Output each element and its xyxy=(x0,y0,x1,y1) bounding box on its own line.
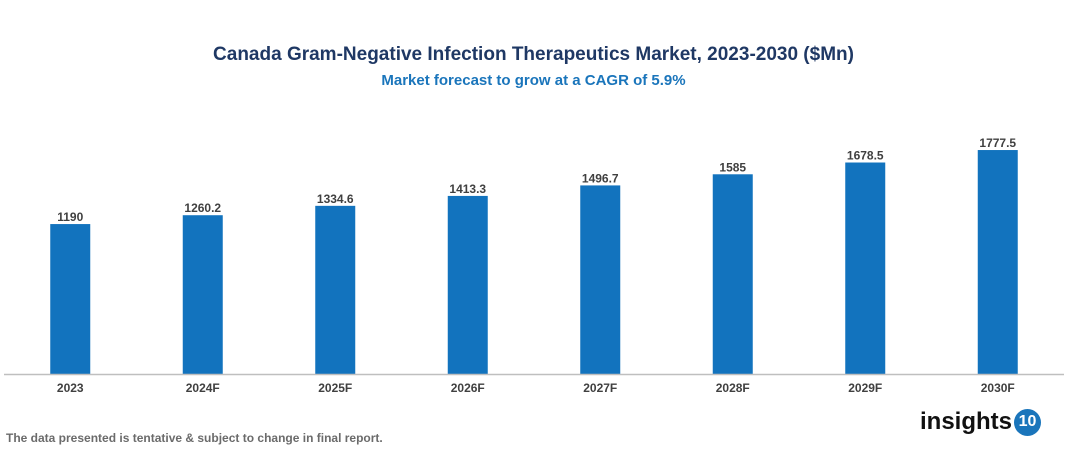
x-tick-label: 2024F xyxy=(186,381,220,395)
bar xyxy=(315,205,356,374)
logo-badge: 10 xyxy=(1014,408,1042,436)
x-tick-label: 2026F xyxy=(451,381,485,395)
data-label: 1190 xyxy=(57,210,83,224)
chart-subtitle: Market forecast to grow at a CAGR of 5.9… xyxy=(381,72,686,89)
bar xyxy=(182,215,223,374)
insights10-logo: insights 10 xyxy=(920,408,1042,436)
data-label: 1260.2 xyxy=(184,201,221,215)
data-label: 1777.5 xyxy=(979,136,1016,150)
x-tick-label: 2025F xyxy=(318,381,352,395)
x-tick-label: 2023 xyxy=(57,381,84,395)
x-tick-label: 2030F xyxy=(981,381,1015,395)
logo-text: insights xyxy=(920,408,1013,435)
bar xyxy=(977,150,1018,374)
data-label: 1496.7 xyxy=(582,171,619,185)
x-tick-label: 2029F xyxy=(848,381,882,395)
bar xyxy=(50,224,91,374)
chart-title: Canada Gram-Negative Infection Therapeut… xyxy=(213,44,854,65)
data-label: 1413.3 xyxy=(449,182,486,196)
x-tick-label: 2028F xyxy=(716,381,750,395)
bar xyxy=(447,195,488,374)
footnote: The data presented is tentative & subjec… xyxy=(6,431,383,445)
data-label: 1334.6 xyxy=(317,192,354,206)
bar xyxy=(580,185,621,374)
data-label: 1585 xyxy=(719,160,746,174)
data-label: 1678.5 xyxy=(847,149,884,163)
bar xyxy=(845,162,886,374)
x-tick-label: 2027F xyxy=(583,381,617,395)
bar xyxy=(712,174,753,374)
